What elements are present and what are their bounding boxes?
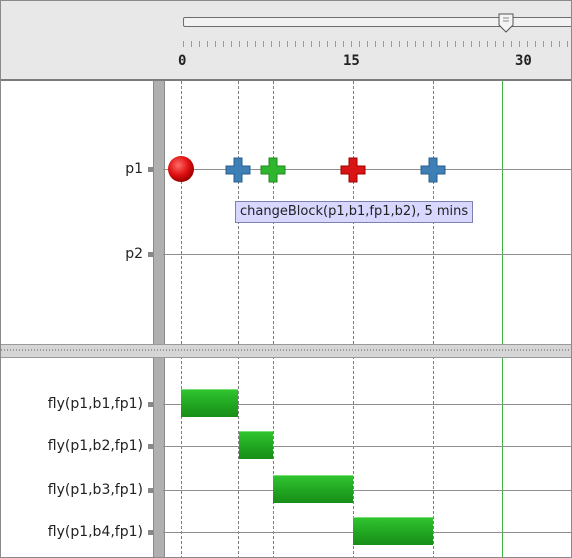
row-handle <box>148 488 153 493</box>
panel-splitter[interactable] <box>1 344 571 358</box>
ruler-tick <box>247 41 248 47</box>
ruler-tick <box>407 41 408 47</box>
ruler-tick <box>367 41 368 47</box>
zoom-slider-track[interactable] <box>183 17 571 27</box>
time-guide-line <box>238 81 239 557</box>
ruler-tick <box>487 41 488 47</box>
ruler-tick <box>191 41 192 47</box>
ruler-tick <box>559 41 560 47</box>
activity-bar[interactable] <box>181 389 238 417</box>
ruler-tick <box>215 41 216 47</box>
row-handle <box>148 444 153 449</box>
time-ruler: 0 15 30 <box>1 1 571 81</box>
ruler-tick <box>519 41 520 47</box>
ruler-tick <box>543 41 544 47</box>
ruler-tick <box>327 41 328 47</box>
ruler-tick <box>503 41 504 47</box>
marker-tooltip: changeBlock(p1,b1,fp1,b2), 5 mins <box>235 201 474 223</box>
activity-bar[interactable] <box>273 475 353 503</box>
ruler-tick <box>567 41 568 47</box>
row-line-p1 <box>163 169 571 170</box>
row-handle <box>148 402 153 407</box>
start-circle-icon[interactable] <box>167 155 195 183</box>
ruler-tick <box>527 41 528 47</box>
ruler-tick <box>455 41 456 47</box>
ruler-ticks <box>183 41 571 49</box>
ruler-tick <box>399 41 400 47</box>
ruler-tick <box>279 41 280 47</box>
row-label-fly-b3: fly(p1,b3,fp1) <box>47 482 143 498</box>
ruler-tick <box>495 41 496 47</box>
plus-marker-icon[interactable] <box>419 156 447 184</box>
activity-bar[interactable] <box>353 517 433 545</box>
ruler-tick <box>447 41 448 47</box>
ruler-tick <box>223 41 224 47</box>
ruler-tick <box>239 41 240 47</box>
ruler-tick <box>255 41 256 47</box>
row-label-p2: p2 <box>125 246 143 262</box>
ruler-tick <box>271 41 272 47</box>
plus-marker-icon[interactable] <box>259 156 287 184</box>
ruler-tick <box>287 41 288 47</box>
ruler-tick <box>431 41 432 47</box>
ruler-tick <box>303 41 304 47</box>
ruler-tick <box>351 41 352 47</box>
ruler-tick <box>199 41 200 47</box>
ruler-tick <box>207 41 208 47</box>
ruler-tick <box>231 41 232 47</box>
row-label-fly-b4: fly(p1,b4,fp1) <box>47 524 143 540</box>
slider-thumb-icon[interactable] <box>497 13 515 33</box>
plus-marker-icon[interactable] <box>224 156 252 184</box>
row-line-fly-b2 <box>163 446 571 447</box>
ruler-tick <box>463 41 464 47</box>
ruler-tick <box>319 41 320 47</box>
ruler-tick <box>311 41 312 47</box>
time-guide-line <box>353 81 354 557</box>
ruler-tick <box>439 41 440 47</box>
row-handle <box>148 252 153 257</box>
ruler-tick <box>471 41 472 47</box>
time-guide-line <box>433 81 434 557</box>
row-label-fly-b1: fly(p1,b1,fp1) <box>47 396 143 412</box>
row-line-fly-b1 <box>163 404 571 405</box>
row-handle <box>148 530 153 535</box>
row-line-p2 <box>163 254 571 255</box>
ruler-tick <box>535 41 536 47</box>
row-handle <box>148 167 153 172</box>
ruler-tick <box>383 41 384 47</box>
ruler-label-0: 0 <box>178 53 187 69</box>
row-label-fly-b2: fly(p1,b2,fp1) <box>47 438 143 454</box>
row-label-p1: p1 <box>125 161 143 177</box>
ruler-tick <box>391 41 392 47</box>
ruler-tick <box>183 41 184 47</box>
label-axis-column <box>153 81 165 557</box>
time-guide-line <box>181 81 182 557</box>
ruler-tick <box>423 41 424 47</box>
ruler-tick <box>343 41 344 47</box>
ruler-tick <box>375 41 376 47</box>
ruler-tick <box>415 41 416 47</box>
ruler-tick <box>335 41 336 47</box>
ruler-tick <box>295 41 296 47</box>
ruler-label-15: 15 <box>343 53 360 69</box>
current-time-line <box>502 81 503 557</box>
time-guide-line <box>273 81 274 557</box>
ruler-tick <box>511 41 512 47</box>
ruler-tick <box>551 41 552 47</box>
ruler-tick <box>479 41 480 47</box>
ruler-tick <box>263 41 264 47</box>
ruler-label-30: 30 <box>515 53 532 69</box>
plus-marker-icon[interactable] <box>339 156 367 184</box>
row-line-fly-b3 <box>163 490 571 491</box>
activity-bar[interactable] <box>239 431 273 459</box>
ruler-tick <box>359 41 360 47</box>
